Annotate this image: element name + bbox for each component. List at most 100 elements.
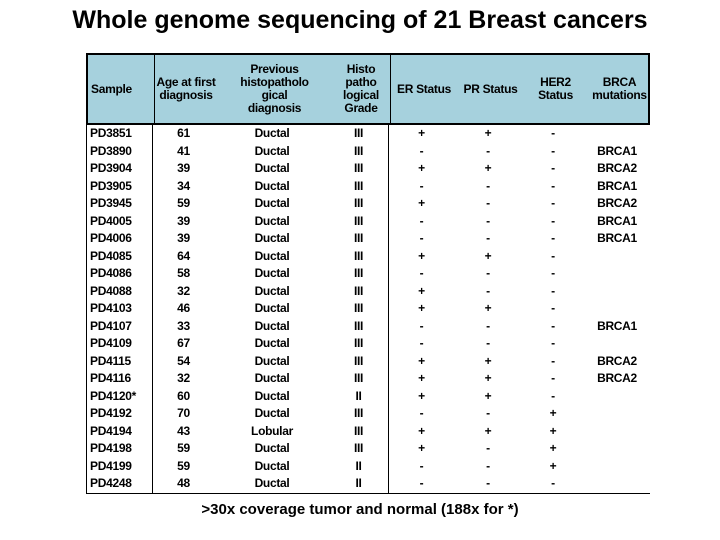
- cell-sample: PD3904: [90, 161, 132, 175]
- cell-age: 46: [151, 300, 215, 318]
- cell-prev: Ductal: [254, 266, 290, 280]
- cell-her2: -: [551, 336, 555, 350]
- cell-grade: III: [353, 178, 364, 193]
- cell-prev: Ductal: [254, 301, 290, 315]
- cell-prev: Ductal: [254, 476, 290, 490]
- col-header-er: ER Status: [390, 55, 457, 123]
- cell-sample: PD4086: [90, 266, 132, 280]
- data-table: Sample Age at first diagnosis Previous his…: [86, 53, 650, 494]
- table-row: PD4199 59 Ductal II - - +: [87, 457, 650, 475]
- cell-brca: BRCA2: [597, 161, 637, 175]
- cell-sample: PD4103: [90, 301, 132, 315]
- cell-sample: PD4085: [90, 248, 132, 263]
- cell-age: 39: [151, 230, 215, 248]
- cell-brca: BRCA1: [597, 178, 637, 193]
- cell-grade: III: [353, 301, 364, 315]
- cell-prev: Ductal: [254, 248, 290, 263]
- col-header-brca: BRCA mutations: [592, 75, 647, 102]
- cell-er: +: [387, 422, 455, 440]
- cell-grade: III: [353, 126, 364, 140]
- cell-prev: Ductal: [254, 231, 290, 245]
- cell-brca: [585, 265, 650, 283]
- cell-sample: PD4120*: [90, 388, 136, 403]
- table-row: PD4005 39 Ductal III - - - BRCA1: [87, 212, 650, 230]
- cell-er: +: [387, 387, 455, 405]
- cell-age: 32: [151, 370, 215, 388]
- cell-pr: +: [484, 161, 492, 175]
- table-row: PD4088 32 Ductal III + - -: [87, 282, 650, 301]
- cell-pr: -: [486, 143, 490, 158]
- cell-sample: PD4248: [90, 476, 132, 490]
- cell-brca: [585, 283, 650, 301]
- cell-sample: PD3905: [90, 178, 132, 193]
- cell-age: 58: [151, 265, 215, 283]
- cell-sample: PD4198: [90, 441, 132, 455]
- cell-sample: PD4199: [90, 458, 132, 473]
- table-row: PD4120* 60 Ductal II + + -: [87, 387, 650, 405]
- table-row: PD3945 59 Ductal III + - - BRCA2: [87, 195, 650, 213]
- col-header-her2: HER2 Status: [538, 75, 573, 102]
- cell-pr: -: [486, 283, 490, 298]
- cell-sample: PD4115: [90, 353, 131, 368]
- cell-age: 59: [151, 440, 215, 458]
- cell-pr: -: [486, 196, 490, 210]
- col-header-grade: Histo patho logical Grade: [343, 62, 379, 115]
- cell-age: 43: [151, 422, 215, 440]
- table-row: PD4194 43 Lobular III + + +: [87, 422, 650, 440]
- cell-her2: -: [551, 476, 555, 490]
- cell-prev: Ductal: [254, 161, 290, 175]
- cell-sample: PD4006: [90, 231, 132, 245]
- col-header-sample: Sample: [91, 81, 132, 96]
- cell-age: 54: [151, 352, 215, 370]
- cell-pr: +: [484, 371, 492, 385]
- cell-pr: -: [486, 476, 490, 490]
- cell-age: 39: [151, 212, 215, 230]
- cell-er: +: [387, 352, 455, 370]
- cell-sample: PD4192: [90, 406, 132, 420]
- cell-prev: Ductal: [254, 283, 290, 298]
- page-title: Whole genome sequencing of 21 Breast can…: [72, 6, 648, 34]
- cell-er: +: [387, 370, 455, 388]
- table-row: PD4103 46 Ductal III + + -: [87, 300, 650, 318]
- cell-er: +: [387, 300, 455, 318]
- cell-brca: [585, 440, 650, 458]
- cell-er: -: [387, 212, 455, 230]
- cell-er: +: [387, 247, 455, 265]
- cell-grade: III: [353, 423, 364, 438]
- cell-er: -: [387, 475, 455, 493]
- cell-er: -: [387, 317, 455, 335]
- cell-her2: -: [551, 266, 555, 280]
- cell-sample: PD4107: [90, 318, 132, 333]
- table-row: PD3904 39 Ductal III + + - BRCA2: [87, 160, 650, 178]
- cell-grade: III: [353, 371, 364, 385]
- cell-sample: PD4088: [90, 283, 132, 298]
- cell-brca: BRCA1: [597, 213, 637, 228]
- cell-pr: +: [484, 248, 492, 263]
- cell-er: +: [387, 160, 455, 178]
- cell-grade: III: [353, 161, 364, 175]
- cell-prev: Ductal: [254, 126, 290, 140]
- cell-pr: -: [486, 231, 490, 245]
- cell-age: 59: [151, 457, 215, 475]
- cell-her2: -: [551, 248, 555, 263]
- table-body: PD3851 61 Ductal III + + - PD3890 41 Ductal III - - -…: [86, 125, 650, 494]
- cell-brca: [585, 405, 650, 423]
- cell-grade: III: [353, 196, 364, 210]
- cell-prev: Ductal: [254, 388, 290, 403]
- cell-brca: BRCA2: [597, 353, 637, 368]
- cell-her2: -: [551, 126, 555, 140]
- cell-pr: +: [484, 301, 492, 315]
- cell-brca: [585, 475, 650, 493]
- cell-grade: III: [353, 283, 364, 298]
- cell-prev: Ductal: [254, 441, 290, 455]
- cell-her2: -: [551, 318, 555, 333]
- cell-her2: -: [551, 283, 555, 298]
- cell-pr: -: [486, 406, 490, 420]
- cell-prev: Ductal: [254, 143, 290, 158]
- cell-brca: BRCA1: [597, 143, 637, 158]
- table-row: PD4192 70 Ductal III - - +: [87, 405, 650, 423]
- cell-prev: Ductal: [254, 213, 290, 228]
- cell-sample: PD4194: [90, 423, 132, 438]
- cell-er: -: [387, 405, 455, 423]
